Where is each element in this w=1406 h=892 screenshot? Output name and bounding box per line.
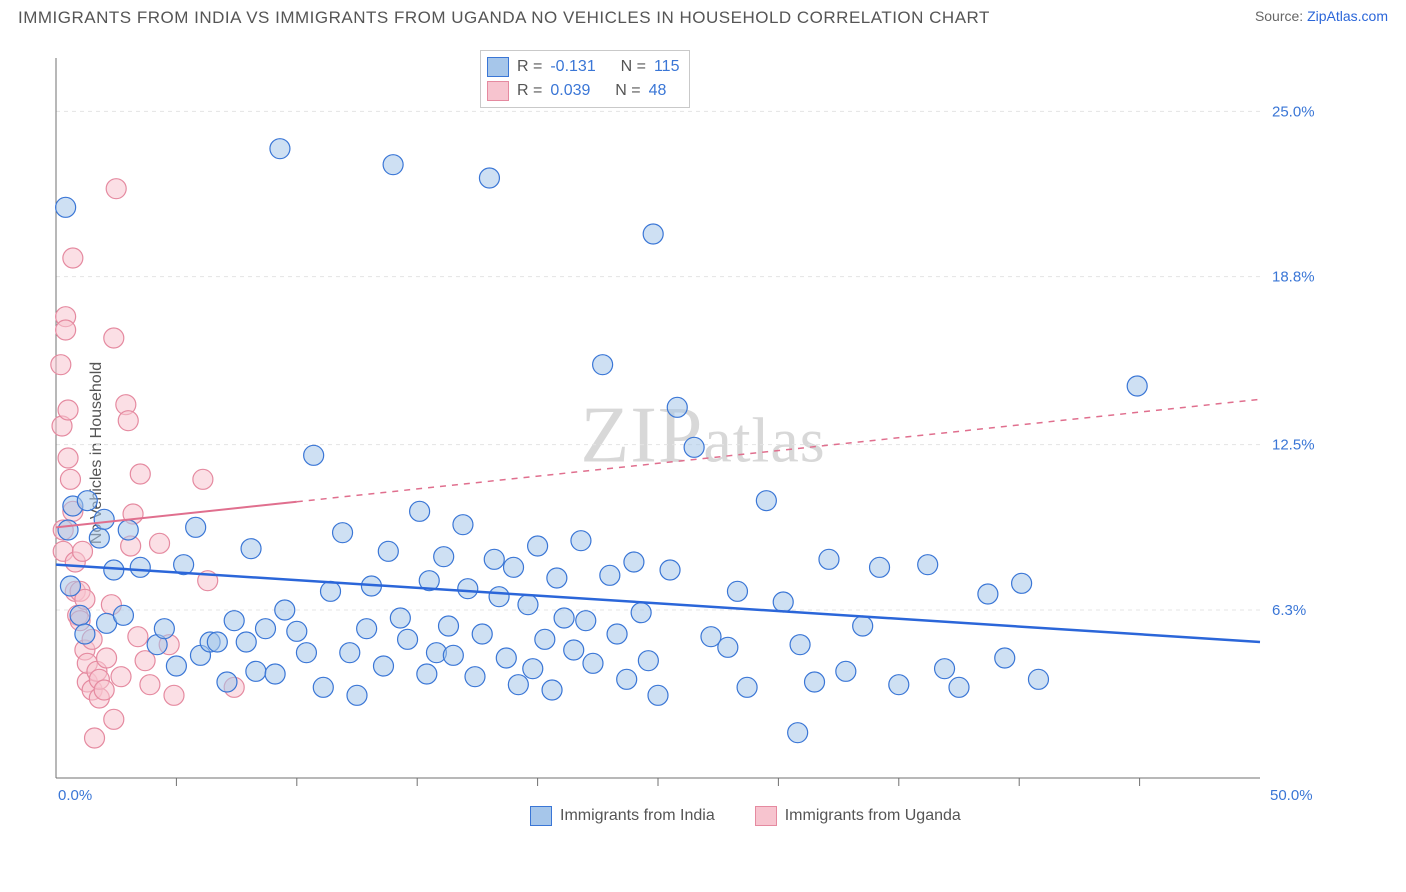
chart-title: IMMIGRANTS FROM INDIA VS IMMIGRANTS FROM… xyxy=(18,8,990,28)
svg-text:12.5%: 12.5% xyxy=(1272,437,1315,454)
svg-text:6.3%: 6.3% xyxy=(1272,602,1306,619)
swatch-icon xyxy=(487,57,509,77)
chart-area: No Vehicles in Household ZIPatlas 6.3%12… xyxy=(0,28,1406,878)
legend-item-india: Immigrants from India xyxy=(530,806,715,826)
correlation-row-uganda: R = 0.039 N = 48 xyxy=(487,79,679,103)
scatter-plot: 6.3% 12.5% 18.8% 25.0% 0.0% 50.0% xyxy=(50,48,1330,828)
svg-text:0.0%: 0.0% xyxy=(58,787,92,804)
correlation-box: R = -0.131 N = 115 R = 0.039 N = 48 xyxy=(480,50,690,108)
legend: Immigrants from India Immigrants from Ug… xyxy=(530,806,961,826)
svg-text:25.0%: 25.0% xyxy=(1272,103,1315,120)
source-link[interactable]: ZipAtlas.com xyxy=(1307,8,1388,24)
source-label: Source: ZipAtlas.com xyxy=(1255,8,1388,24)
swatch-icon xyxy=(487,81,509,101)
svg-text:50.0%: 50.0% xyxy=(1270,787,1313,804)
correlation-row-india: R = -0.131 N = 115 xyxy=(487,55,679,79)
legend-item-uganda: Immigrants from Uganda xyxy=(755,806,961,826)
swatch-icon xyxy=(530,806,552,826)
swatch-icon xyxy=(755,806,777,826)
svg-text:18.8%: 18.8% xyxy=(1272,269,1315,286)
